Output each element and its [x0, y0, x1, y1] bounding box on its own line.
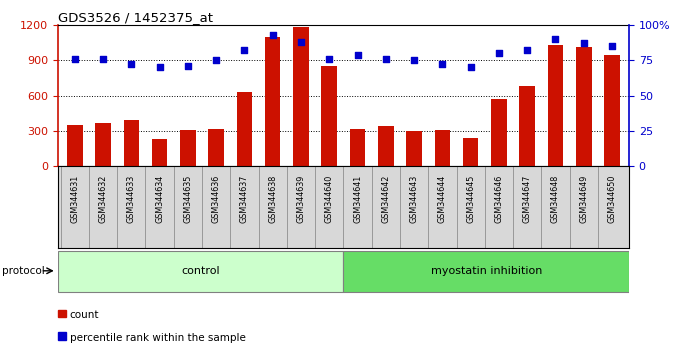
- Text: GSM344642: GSM344642: [381, 175, 390, 223]
- Text: GSM344643: GSM344643: [409, 175, 419, 223]
- Bar: [237, 92, 252, 166]
- Point: [182, 63, 193, 69]
- Text: control: control: [182, 266, 220, 276]
- Point: [154, 64, 165, 70]
- Point: [352, 52, 363, 57]
- Text: GSM344650: GSM344650: [607, 175, 617, 223]
- Point: [69, 56, 80, 62]
- Point: [578, 40, 589, 46]
- Text: GSM344634: GSM344634: [155, 175, 164, 223]
- Bar: [265, 36, 280, 166]
- Text: GSM344641: GSM344641: [353, 175, 362, 223]
- Bar: [378, 126, 394, 166]
- Bar: [520, 86, 535, 166]
- Point: [126, 62, 137, 67]
- Bar: [435, 130, 450, 166]
- Point: [607, 43, 617, 49]
- Point: [522, 47, 532, 53]
- Text: GSM344645: GSM344645: [466, 175, 475, 223]
- Text: GSM344632: GSM344632: [99, 175, 107, 223]
- Bar: [576, 47, 592, 166]
- Point: [494, 50, 505, 56]
- Text: GSM344644: GSM344644: [438, 175, 447, 223]
- Text: GSM344637: GSM344637: [240, 175, 249, 223]
- Text: GSM344646: GSM344646: [494, 175, 503, 223]
- Text: GSM344636: GSM344636: [211, 175, 220, 223]
- Point: [211, 57, 222, 63]
- Point: [296, 39, 307, 45]
- Text: GSM344648: GSM344648: [551, 175, 560, 223]
- Bar: [58, 310, 66, 317]
- Text: GSM344638: GSM344638: [268, 175, 277, 223]
- Text: GSM344635: GSM344635: [184, 175, 192, 223]
- Bar: [350, 129, 365, 166]
- Bar: [208, 129, 224, 166]
- Text: GSM344639: GSM344639: [296, 175, 305, 223]
- Point: [98, 56, 109, 62]
- Bar: [293, 27, 309, 166]
- Bar: [463, 138, 479, 166]
- Bar: [180, 130, 196, 166]
- Bar: [67, 125, 82, 166]
- Point: [380, 56, 391, 62]
- Point: [267, 32, 278, 38]
- Bar: [124, 120, 139, 166]
- Text: protocol: protocol: [2, 266, 45, 276]
- Point: [324, 56, 335, 62]
- Text: myostatin inhibition: myostatin inhibition: [430, 266, 542, 276]
- Text: GSM344649: GSM344649: [579, 175, 588, 223]
- Bar: [605, 56, 619, 166]
- FancyBboxPatch shape: [58, 251, 343, 292]
- Point: [409, 57, 420, 63]
- Text: GDS3526 / 1452375_at: GDS3526 / 1452375_at: [58, 11, 213, 24]
- Text: GSM344633: GSM344633: [127, 175, 136, 223]
- Bar: [407, 131, 422, 166]
- Bar: [547, 45, 563, 166]
- Bar: [95, 123, 111, 166]
- Point: [550, 36, 561, 42]
- Point: [437, 62, 448, 67]
- Bar: [58, 332, 66, 340]
- Bar: [152, 139, 167, 166]
- Text: GSM344631: GSM344631: [70, 175, 80, 223]
- Text: GSM344647: GSM344647: [523, 175, 532, 223]
- Text: count: count: [70, 310, 99, 320]
- Bar: [322, 66, 337, 166]
- Text: percentile rank within the sample: percentile rank within the sample: [70, 332, 245, 343]
- Point: [465, 64, 476, 70]
- Point: [239, 47, 250, 53]
- Text: GSM344640: GSM344640: [325, 175, 334, 223]
- Bar: [491, 99, 507, 166]
- FancyBboxPatch shape: [343, 251, 629, 292]
